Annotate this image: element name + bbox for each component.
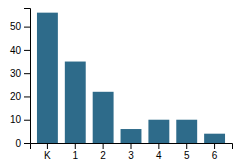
y-tick: 10 <box>10 114 30 125</box>
bar <box>121 129 142 143</box>
bar <box>93 92 114 143</box>
x-tick: 2 <box>100 143 106 161</box>
x-tick-label: 6 <box>212 150 218 161</box>
x-tick-label: 3 <box>128 150 134 161</box>
x-axis-line <box>31 144 233 150</box>
bar <box>148 120 169 143</box>
y-tick-mark <box>24 27 30 28</box>
y-tick-mark <box>24 143 30 144</box>
x-tick-mark <box>186 143 187 149</box>
bars <box>37 13 225 143</box>
y-tick: 30 <box>10 68 30 79</box>
bar <box>65 62 86 143</box>
chart: K 1 2 3 4 5 6 0 10 20 30 40 50 <box>0 0 240 163</box>
x-tick-mark <box>131 143 132 149</box>
y-tick-mark <box>24 73 30 74</box>
y-tick: 20 <box>10 91 30 102</box>
y-axis: 0 10 20 30 40 50 <box>10 9 31 149</box>
x-tick-mark <box>103 143 104 149</box>
x-tick: 6 <box>212 143 218 161</box>
y-tick-mark <box>24 120 30 121</box>
y-axis-line <box>24 9 31 144</box>
x-tick-mark <box>158 143 159 149</box>
x-tick: 3 <box>128 143 134 161</box>
y-tick-label: 0 <box>15 138 21 149</box>
y-tick-label: 20 <box>10 91 22 102</box>
y-tick: 40 <box>10 45 30 56</box>
x-tick: 5 <box>184 143 190 161</box>
y-tick-label: 50 <box>10 21 22 32</box>
y-tick-mark <box>24 50 30 51</box>
bar <box>204 134 225 143</box>
x-tick-label: 5 <box>184 150 190 161</box>
bar <box>176 120 197 143</box>
y-tick-mark <box>24 96 30 97</box>
plot: K 1 2 3 4 5 6 0 10 20 30 40 50 <box>10 9 233 162</box>
x-tick: 1 <box>72 143 78 161</box>
x-axis: K 1 2 3 4 5 6 <box>31 143 233 161</box>
bar <box>37 13 58 143</box>
x-tick-mark <box>75 143 76 149</box>
x-tick-label: K <box>44 150 51 161</box>
x-tick-label: 1 <box>72 150 78 161</box>
y-tick-label: 40 <box>10 45 22 56</box>
x-tick-mark <box>47 143 48 149</box>
x-tick-mark <box>214 143 215 149</box>
y-tick: 0 <box>15 138 30 149</box>
x-tick-label: 2 <box>100 150 106 161</box>
y-tick-label: 30 <box>10 68 22 79</box>
x-tick: 4 <box>156 143 162 161</box>
x-tick-label: 4 <box>156 150 162 161</box>
y-tick-label: 10 <box>10 114 22 125</box>
y-tick: 50 <box>10 21 30 32</box>
x-tick: K <box>44 143 51 161</box>
